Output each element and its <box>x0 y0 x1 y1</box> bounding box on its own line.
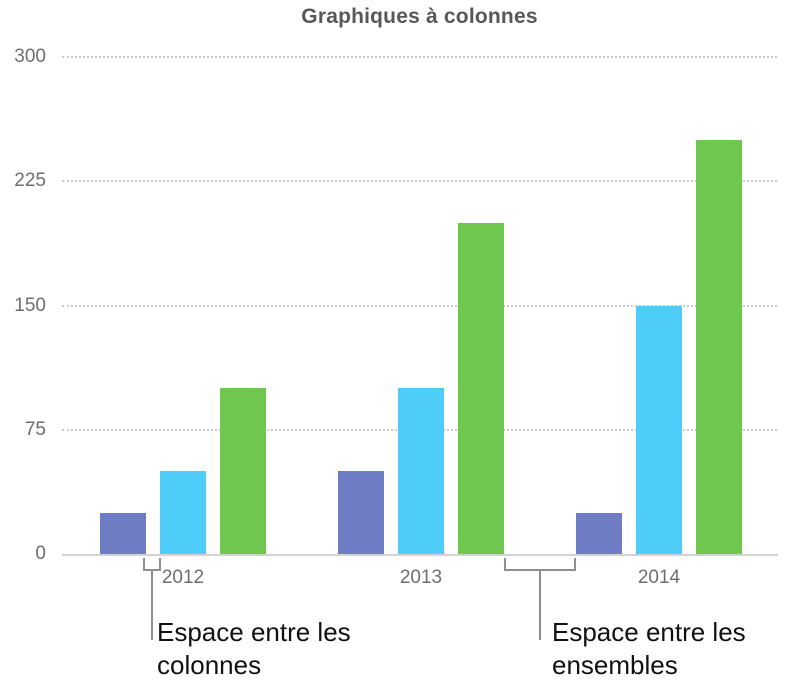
bar-2013-colonne-2 <box>398 388 444 554</box>
bar-2012-colonne-2 <box>160 471 206 554</box>
bar-2014-colonne-3 <box>696 139 742 554</box>
ytick-label-225: 225 <box>14 170 46 192</box>
bar-2014-colonne-2 <box>636 305 682 554</box>
bar-2012-colonne-3 <box>220 388 266 554</box>
gridline-300 <box>62 56 777 58</box>
ytick-label-150: 150 <box>14 294 46 316</box>
bar-2012-colonne-1 <box>100 512 146 554</box>
xtick-label-2012: 2012 <box>161 567 205 588</box>
xtick-label-2013: 2013 <box>399 567 443 588</box>
column-gap-callout-line <box>151 569 153 640</box>
chart-title: Graphiques à colonnes <box>301 5 538 28</box>
x-axis-line <box>62 554 778 556</box>
xtick-label-2014: 2014 <box>637 567 681 588</box>
column-gap-label: Espace entre les colonnes <box>157 617 351 680</box>
ytick-label-0: 0 <box>35 543 46 564</box>
bar-2013-colonne-3 <box>458 222 504 554</box>
set-gap-label: Espace entre les ensembles <box>552 617 746 680</box>
gridline-150 <box>62 304 777 307</box>
gridline-225 <box>62 180 777 183</box>
bar-2014-colonne-1 <box>576 512 622 554</box>
bar-2013-colonne-1 <box>338 471 384 554</box>
ytick-label-75: 75 <box>24 418 46 440</box>
set-gap-callout-line <box>539 569 541 640</box>
ytick-label-300: 300 <box>14 46 46 67</box>
